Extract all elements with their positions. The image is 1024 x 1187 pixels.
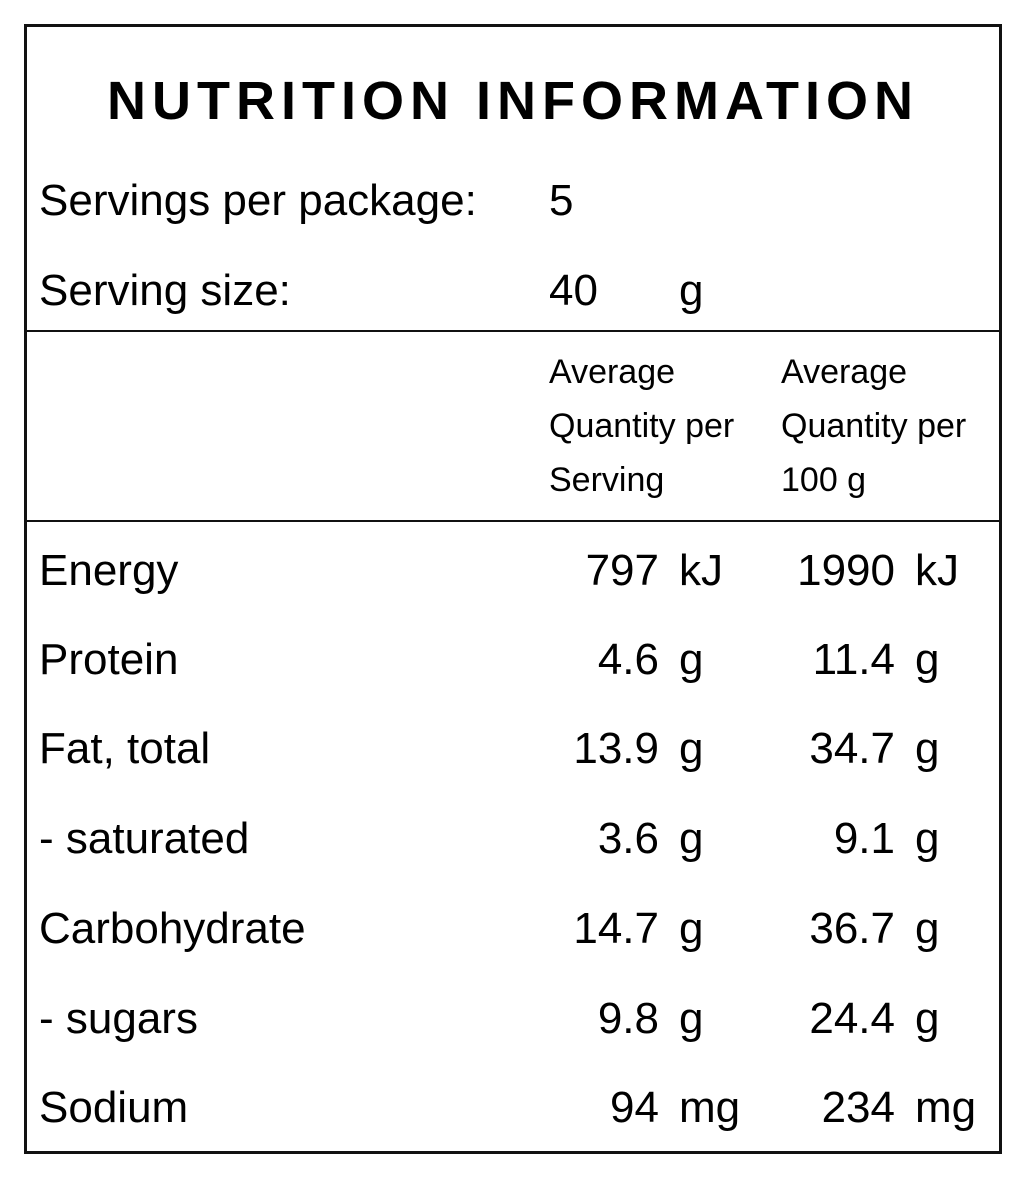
per100-value: 234 — [821, 1083, 895, 1132]
nutrient-name: Protein — [39, 635, 179, 684]
per100-unit: mg — [915, 1083, 977, 1132]
servings-value: 5 — [549, 176, 574, 225]
serving-unit: g — [679, 814, 704, 863]
serving-value: 14.7 — [573, 904, 659, 953]
per100-value: 36.7 — [809, 904, 895, 953]
panel-title: NUTRITION INFORMATION — [107, 71, 919, 131]
serving-size-label: Serving size: — [39, 266, 291, 315]
per100-value: 34.7 — [809, 724, 895, 773]
serving-size-unit: g — [679, 266, 704, 315]
column-header-line: Quantity per — [549, 407, 735, 445]
column-header-line: Serving — [549, 461, 665, 499]
nutrient-name: Sodium — [39, 1083, 189, 1132]
per100-unit: g — [915, 635, 940, 684]
column-header-line: Average — [781, 353, 908, 391]
per100-value: 24.4 — [809, 994, 895, 1043]
serving-value: 9.8 — [597, 994, 659, 1043]
column-header-line: Quantity per — [781, 407, 967, 445]
per100-unit: g — [915, 724, 940, 773]
table-divider — [27, 520, 999, 522]
column-header-line: Average — [549, 353, 676, 391]
per100-value: 9.1 — [833, 814, 895, 863]
serving-value: 94 — [610, 1083, 659, 1132]
serving-unit: g — [679, 724, 704, 773]
serving-unit: kJ — [679, 546, 723, 595]
per100-unit: kJ — [915, 546, 959, 595]
header-divider — [27, 330, 999, 332]
nutrient-name: Fat, total — [39, 724, 211, 773]
serving-unit: g — [679, 635, 704, 684]
nutrition-panel: NUTRITION INFORMATION Servings per packa… — [24, 24, 1002, 1154]
nutrient-name: - saturated — [39, 814, 250, 863]
per100-unit: g — [915, 904, 940, 953]
serving-value: 3.6 — [597, 814, 659, 863]
column-header-per-serving: Average Quantity per Serving — [549, 345, 734, 507]
column-header-line: 100 g — [781, 461, 867, 499]
column-header-per-100g: Average Quantity per 100 g — [781, 345, 966, 507]
serving-value: 4.6 — [597, 635, 659, 684]
serving-value: 797 — [585, 546, 659, 595]
serving-unit: g — [679, 904, 704, 953]
nutrient-name: Energy — [39, 546, 179, 595]
nutrient-name: - sugars — [39, 994, 198, 1043]
nutrient-name: Carbohydrate — [39, 904, 306, 953]
per100-unit: g — [915, 814, 940, 863]
per100-unit: g — [915, 994, 940, 1043]
per100-value: 1990 — [797, 546, 895, 595]
servings-label: Servings per package: — [39, 176, 477, 225]
per100-value: 11.4 — [812, 635, 895, 684]
serving-size-value: 40 — [549, 266, 598, 315]
serving-unit: mg — [679, 1083, 741, 1132]
serving-unit: g — [679, 994, 704, 1043]
serving-value: 13.9 — [573, 724, 659, 773]
